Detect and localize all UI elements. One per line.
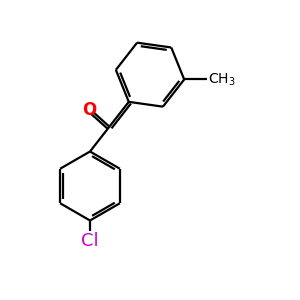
Text: O: O: [82, 101, 96, 119]
Text: Cl: Cl: [81, 232, 99, 250]
Text: CH$_3$: CH$_3$: [208, 71, 236, 88]
